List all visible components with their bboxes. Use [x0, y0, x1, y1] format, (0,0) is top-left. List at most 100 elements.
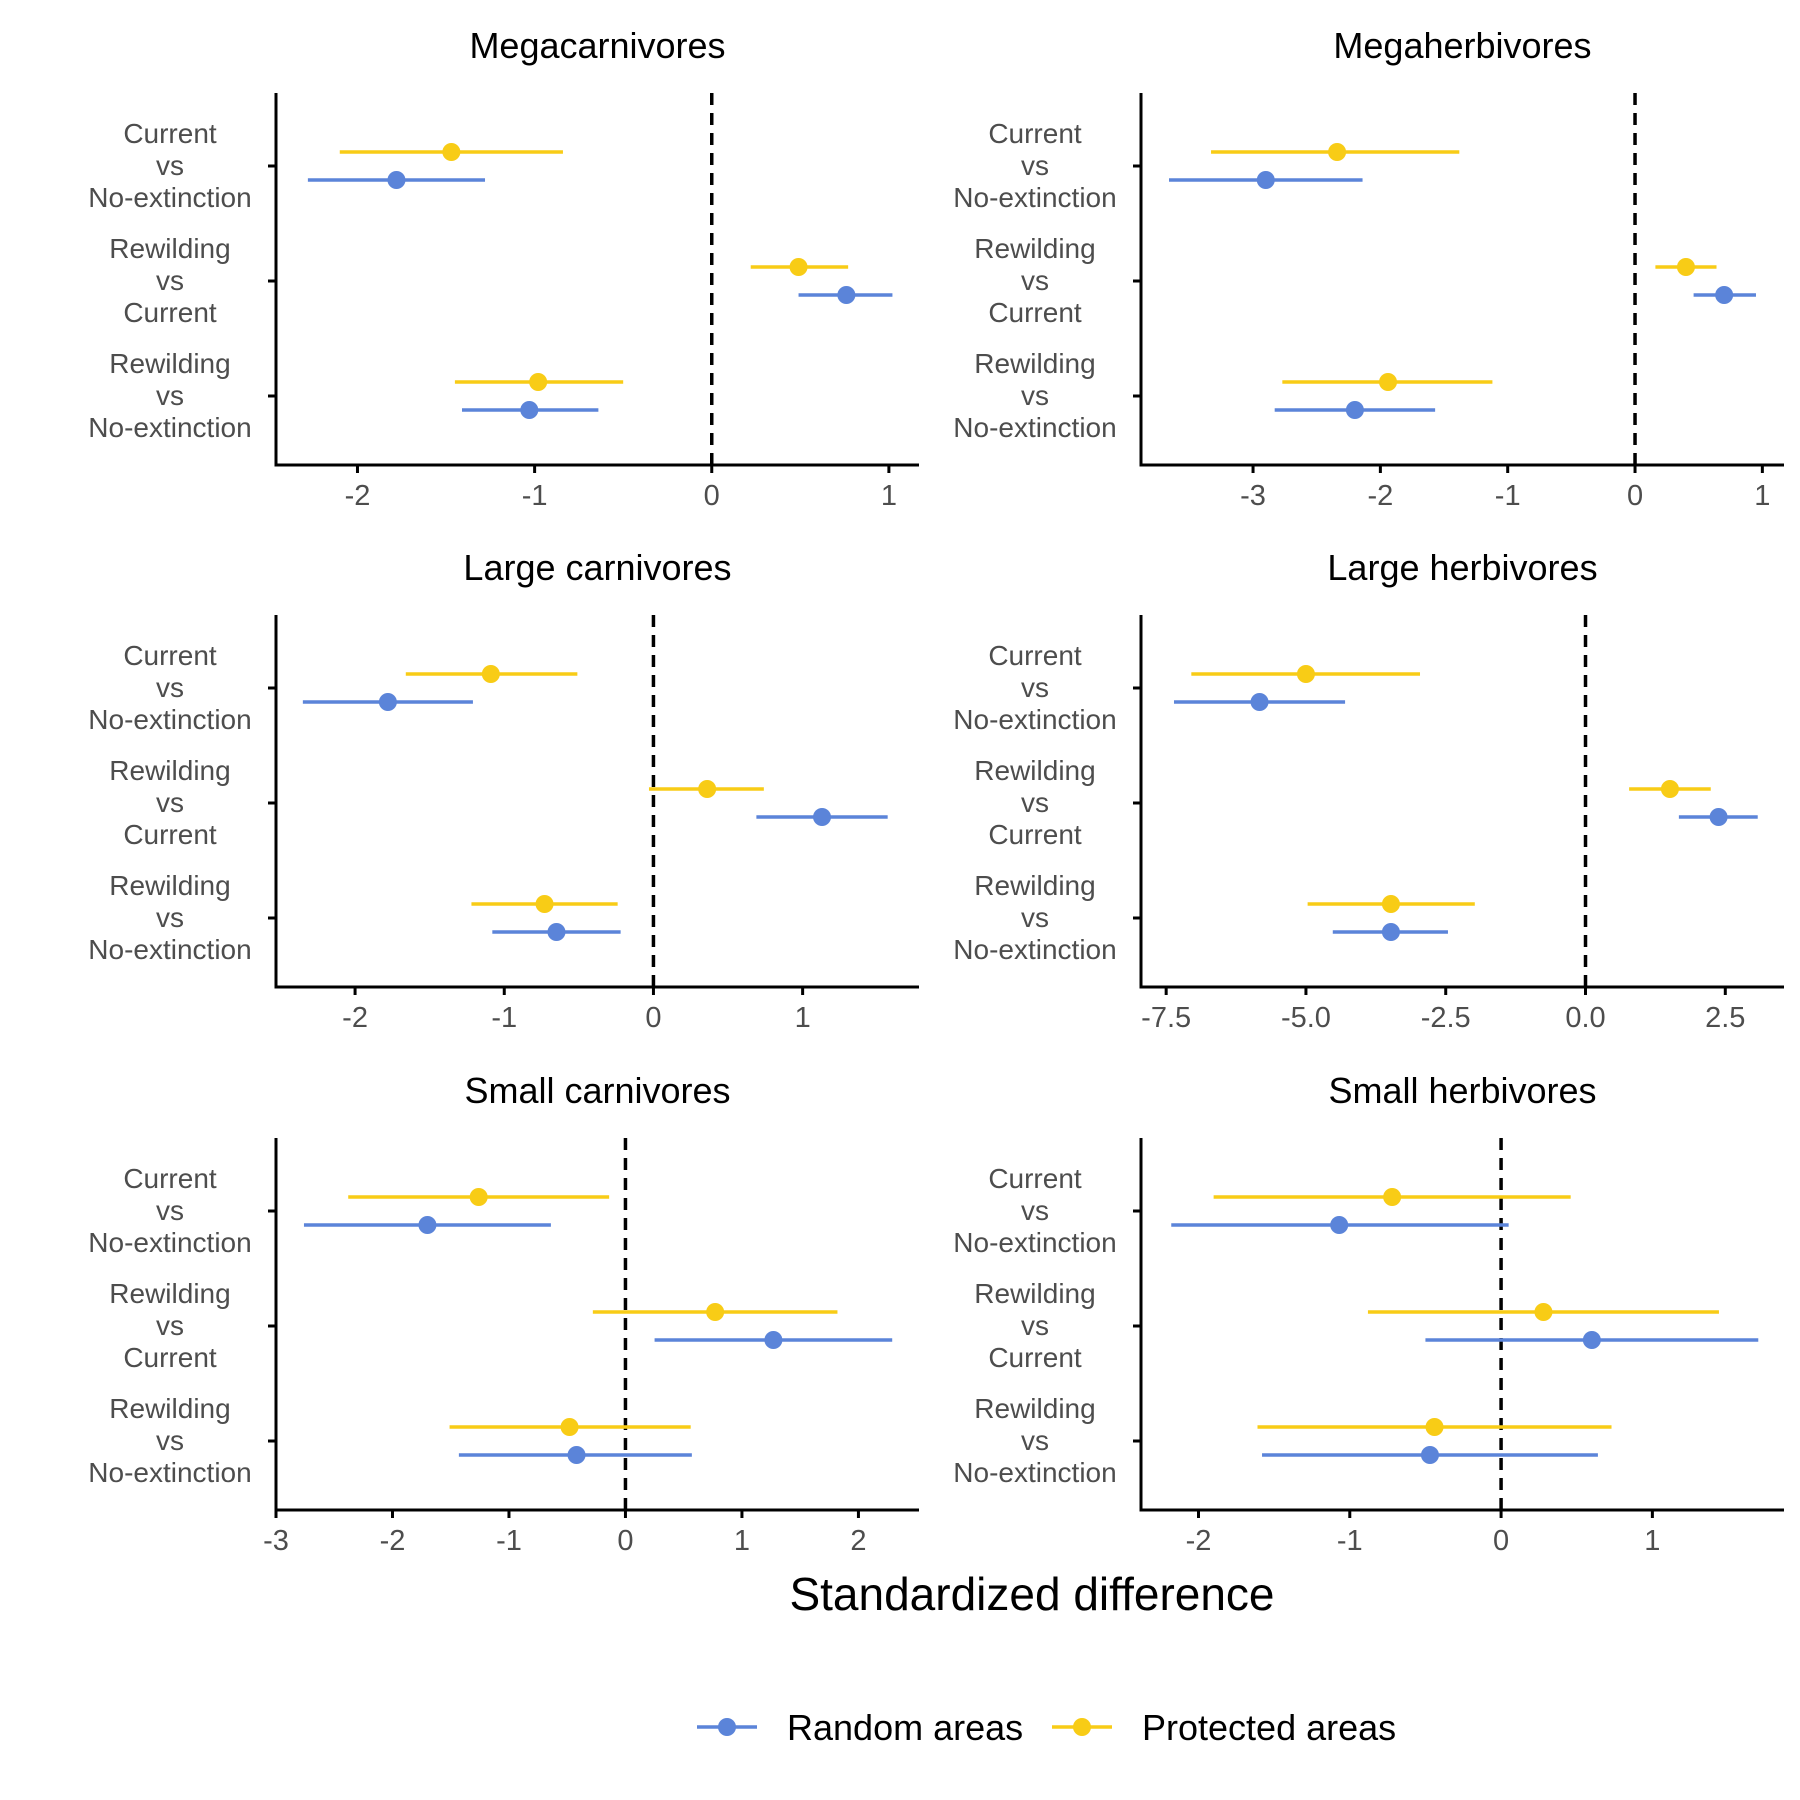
point-protected-areas [1676, 258, 1695, 276]
point-random-areas [1345, 401, 1364, 419]
point-random-areas [1256, 171, 1275, 189]
x-tick-label: 1 [1644, 1525, 1660, 1557]
x-tick-label: -1 [491, 1002, 517, 1034]
category-label: Rewilding vs No-extinction [953, 348, 1116, 443]
category-label: Current vs No-extinction [953, 118, 1116, 213]
panel-megaherbivores: Megaherbivores -3 -2 -1 0 1 Current vs No-extinc… [953, 25, 1784, 512]
x-tick-label: -3 [1240, 480, 1266, 512]
x-tick-label: 1 [1754, 480, 1770, 512]
x-tick-label: -3 [263, 1525, 289, 1557]
x-tick-label: 0 [1493, 1525, 1509, 1557]
x-tick-label: -1 [1495, 480, 1521, 512]
x-tick-label: -7.5 [1141, 1002, 1191, 1034]
point-protected-areas [789, 258, 808, 276]
x-tick-label: -2 [342, 1002, 368, 1034]
category-label: Current vs No-extinction [88, 118, 251, 213]
point-random-areas [1330, 1216, 1349, 1234]
legend-label: Protected areas [1142, 1707, 1396, 1748]
point-protected-areas [1534, 1303, 1553, 1321]
x-tick-label: 0 [704, 480, 720, 512]
category-label: Rewilding vs No-extinction [88, 1393, 251, 1488]
point-random-areas [547, 923, 566, 941]
category-label: Rewilding vs No-extinction [953, 1393, 1116, 1488]
panel-title: Large herbivores [1327, 547, 1597, 588]
legend-item-protected-areas: Protected areas [1052, 1707, 1396, 1748]
category-label: Rewilding vs No-extinction [88, 870, 251, 965]
x-tick-label: -2 [1186, 1525, 1212, 1557]
point-random-areas [378, 693, 397, 711]
point-protected-areas [529, 373, 548, 391]
category-label: Rewilding vs Current [109, 755, 230, 850]
panel-small-herbivores: Small herbivores -2 -1 0 1 Current vs No-extinc… [953, 1070, 1784, 1557]
point-protected-areas [706, 1303, 725, 1321]
panel-megacarnivores: Megacarnivores -2 -1 0 1 Current vs No-extincti… [88, 25, 919, 512]
point-random-areas [418, 1216, 437, 1234]
x-tick-label: 0.0 [1565, 1002, 1605, 1034]
point-random-areas [837, 286, 856, 304]
point-random-areas [520, 401, 539, 419]
point-protected-areas [1425, 1418, 1444, 1436]
point-protected-areas [469, 1188, 488, 1206]
panels-group: Megacarnivores -2 -1 0 1 Current vs No-extincti… [88, 25, 1784, 1557]
category-label: Current vs No-extinction [88, 1163, 251, 1258]
category-label: Rewilding vs Current [974, 755, 1095, 850]
category-label: Rewilding vs Current [109, 233, 230, 328]
x-tick-label: -2 [1367, 480, 1393, 512]
x-tick-label: 2.5 [1705, 1002, 1745, 1034]
point-random-areas [1250, 693, 1269, 711]
x-axis-title: Standardized difference [789, 1568, 1274, 1620]
point-protected-areas [1381, 895, 1400, 913]
panel-title: Megacarnivores [469, 25, 725, 66]
category-label: Current vs No-extinction [953, 640, 1116, 735]
panel-title: Small herbivores [1328, 1070, 1596, 1111]
panel-title: Megaherbivores [1333, 25, 1591, 66]
category-label: Rewilding vs Current [109, 1278, 230, 1373]
x-tick-label: -2 [345, 480, 371, 512]
category-label: Current vs No-extinction [88, 640, 251, 735]
category-label: Rewilding vs No-extinction [88, 348, 251, 443]
point-random-areas [1582, 1331, 1601, 1349]
panel-small-carnivores: Small carnivores -3 -2 -1 0 1 2 Current vs No-ext… [88, 1070, 919, 1557]
x-tick-label: -5.0 [1281, 1002, 1331, 1034]
legend: Random areas Protected areas [697, 1707, 1396, 1748]
x-tick-label: -1 [522, 480, 548, 512]
x-tick-label: 2 [850, 1525, 866, 1557]
panel-title: Small carnivores [464, 1070, 730, 1111]
x-tick-label: 1 [734, 1525, 750, 1557]
x-tick-label: -2.5 [1421, 1002, 1471, 1034]
point-random-areas [387, 171, 406, 189]
point-random-areas [1381, 923, 1400, 941]
point-random-areas [567, 1446, 586, 1464]
category-label: Rewilding vs Current [974, 1278, 1095, 1373]
panel-large-herbivores: Large herbivores -7.5 -5.0 -2.5 0.0 2.5 Curren… [953, 547, 1784, 1034]
point-protected-areas [1328, 143, 1347, 161]
point-protected-areas [535, 895, 554, 913]
legend-key-point [1073, 1718, 1091, 1736]
point-protected-areas [698, 780, 717, 798]
panel-title: Large carnivores [463, 547, 731, 588]
point-random-areas [764, 1331, 783, 1349]
point-protected-areas [481, 665, 500, 683]
x-tick-label: 1 [881, 480, 897, 512]
x-tick-label: 1 [795, 1002, 811, 1034]
category-label: Current vs No-extinction [953, 1163, 1116, 1258]
category-label: Rewilding vs Current [974, 233, 1095, 328]
point-random-areas [1709, 808, 1728, 826]
legend-key-point [718, 1718, 736, 1736]
x-tick-label: 0 [645, 1002, 661, 1034]
panel-large-carnivores: Large carnivores -2 -1 0 1 Current vs No-extinc… [88, 547, 919, 1034]
legend-label: Random areas [787, 1707, 1023, 1748]
legend-item-random-areas: Random areas [697, 1707, 1023, 1748]
point-protected-areas [560, 1418, 579, 1436]
point-protected-areas [1660, 780, 1679, 798]
x-tick-label: 0 [1627, 480, 1643, 512]
category-label: Rewilding vs No-extinction [953, 870, 1116, 965]
point-protected-areas [1383, 1188, 1402, 1206]
point-protected-areas [442, 143, 461, 161]
point-random-areas [1420, 1446, 1439, 1464]
point-protected-areas [1296, 665, 1315, 683]
point-random-areas [813, 808, 832, 826]
x-tick-label: -1 [496, 1525, 522, 1557]
x-tick-label: -2 [380, 1525, 406, 1557]
